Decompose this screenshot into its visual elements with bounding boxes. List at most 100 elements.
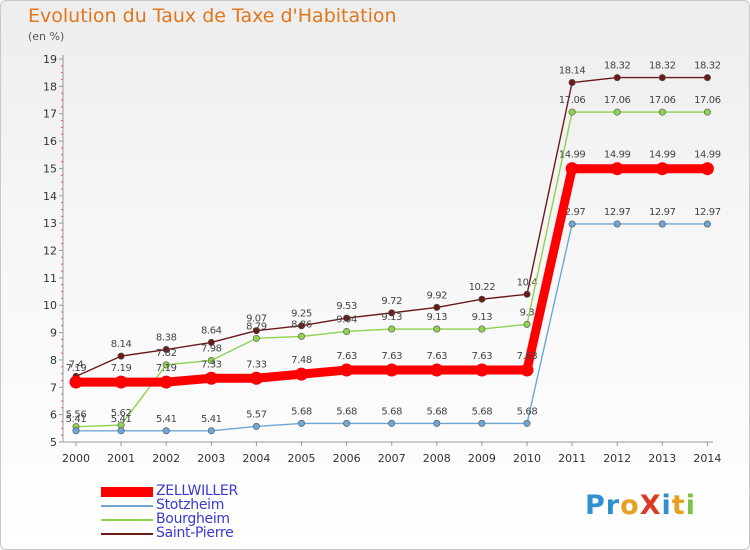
data-point (297, 332, 305, 340)
y-tick-label: 16 (43, 135, 57, 148)
data-label: 5.68 (291, 406, 312, 417)
data-label: 18.14 (559, 66, 586, 77)
data-point (610, 162, 624, 176)
y-tick-label: 10 (43, 299, 57, 312)
data-label: 8.86 (291, 319, 312, 330)
data-label: 17.06 (649, 95, 676, 106)
data-point (658, 220, 666, 228)
data-label: 7.63 (472, 351, 493, 362)
logo-letter: i (661, 490, 672, 521)
y-tick-label: 14 (43, 190, 57, 203)
data-point (523, 320, 531, 328)
data-label: 5.41 (156, 414, 177, 425)
data-point (565, 162, 579, 176)
y-tick-label: 5 (50, 436, 57, 449)
data-point (433, 303, 441, 311)
data-point (162, 361, 170, 369)
data-label: 5.41 (111, 414, 132, 425)
data-label: 5.68 (381, 406, 402, 417)
data-point (69, 375, 83, 389)
data-point (703, 74, 711, 82)
data-label: 5.41 (201, 414, 222, 425)
logo-letter: r (605, 490, 621, 521)
legend-label: Saint-Pierre (156, 525, 234, 541)
y-tick-label: 15 (43, 162, 57, 175)
x-tick-label: 2009 (468, 452, 496, 465)
y-tick-label: 7 (50, 381, 57, 394)
data-point (249, 371, 263, 385)
legend-label: ZELLWILLER (156, 483, 238, 499)
data-point (159, 375, 173, 389)
y-tick-label: 11 (43, 272, 57, 285)
data-label: 5.41 (66, 414, 87, 425)
data-point (207, 338, 215, 346)
data-label: 17.06 (559, 95, 586, 106)
x-tick-label: 2011 (558, 452, 586, 465)
data-point (297, 419, 305, 427)
data-point (252, 327, 260, 335)
data-point (207, 356, 215, 364)
logo-letter: X (639, 490, 662, 521)
data-label: 9.72 (381, 296, 402, 307)
y-tick-label: 17 (43, 108, 57, 121)
x-tick-label: 2006 (333, 452, 361, 465)
data-label: 7.33 (201, 359, 222, 370)
data-label: 12.97 (649, 207, 676, 218)
x-tick-label: 2008 (423, 452, 451, 465)
y-tick-label: 6 (50, 409, 57, 422)
x-tick-label: 2013 (648, 452, 676, 465)
x-tick-label: 2002 (152, 452, 180, 465)
data-label: 7.82 (156, 348, 177, 359)
data-point (433, 419, 441, 427)
data-label: 17.06 (604, 95, 631, 106)
data-point (613, 220, 621, 228)
data-label: 10.22 (469, 282, 496, 293)
data-point (72, 427, 80, 435)
data-point (430, 363, 444, 377)
data-label: 5.57 (246, 409, 267, 420)
legend-swatch (101, 505, 153, 507)
data-point (385, 363, 399, 377)
data-label: 18.32 (649, 61, 676, 72)
data-point (655, 162, 669, 176)
data-point (568, 79, 576, 87)
y-tick-label: 9 (50, 327, 57, 340)
data-point (523, 419, 531, 427)
y-tick-label: 18 (43, 80, 57, 93)
data-label: 18.32 (604, 61, 631, 72)
legend-label: Stotzheim (156, 497, 225, 513)
data-point (613, 74, 621, 82)
data-label: 8.38 (156, 333, 177, 344)
data-point (343, 314, 351, 322)
data-label: 8.14 (111, 339, 132, 350)
data-label: 5.68 (336, 406, 357, 417)
data-point (388, 309, 396, 317)
data-point (658, 108, 666, 116)
data-label: 7.19 (66, 363, 87, 374)
x-tick-label: 2001 (107, 452, 135, 465)
data-label: 14.99 (559, 150, 586, 161)
data-point (207, 427, 215, 435)
data-point (520, 363, 534, 377)
data-label: 7.98 (201, 343, 222, 354)
data-point (252, 422, 260, 430)
x-tick-label: 2010 (513, 452, 541, 465)
data-point (703, 220, 711, 228)
logo-letter: t (671, 490, 686, 521)
x-tick-label: 2003 (197, 452, 225, 465)
data-label: 5.68 (517, 406, 538, 417)
data-label: 7.48 (291, 355, 312, 366)
data-label: 9.13 (472, 312, 493, 323)
x-tick-label: 2007 (378, 452, 406, 465)
x-tick-label: 2012 (603, 452, 631, 465)
x-tick-label: 2005 (288, 452, 316, 465)
data-label: 8.64 (201, 325, 222, 336)
data-point (162, 427, 170, 435)
data-label: 17.06 (694, 95, 721, 106)
data-label: 5.68 (426, 406, 447, 417)
data-label: 9.53 (336, 301, 357, 312)
data-point (568, 220, 576, 228)
legend-swatch (101, 519, 153, 521)
data-label: 12.97 (559, 207, 586, 218)
